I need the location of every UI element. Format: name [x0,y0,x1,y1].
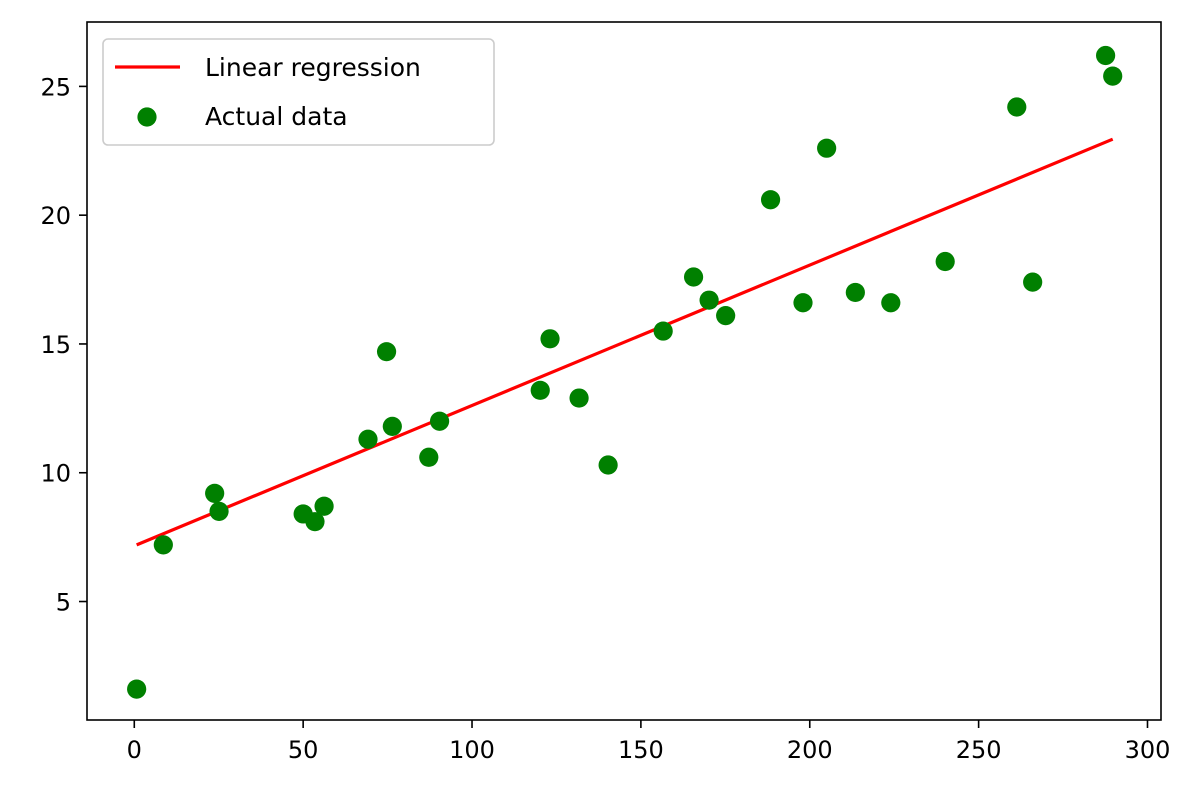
x-tick-label: 250 [956,736,1002,764]
data-point [817,138,837,158]
legend-box [102,38,495,146]
x-tick-label: 100 [449,736,495,764]
data-point [935,251,955,272]
data-point [209,501,229,521]
x-tick-label: 300 [1125,736,1171,764]
data-point [358,429,378,449]
data-point [127,679,147,699]
data-point [1007,97,1027,117]
x-tick-label: 150 [618,736,664,764]
legend: Linear regression Actual data [102,38,495,146]
data-point [419,447,439,467]
data-point [376,342,397,362]
data-point [314,496,334,516]
data-point [429,411,450,431]
data-point [1103,66,1123,86]
legend-marker-swatch [137,107,157,127]
legend-label-regression: Linear regression [205,53,421,82]
x-tick-label: 50 [288,736,319,764]
y-tick-label: 15 [40,331,71,359]
series-layer [127,45,1123,699]
data-point [716,306,736,326]
data-point [540,329,560,349]
y-tick-label: 25 [40,73,71,101]
x-tick-label: 200 [787,736,833,764]
data-point [881,293,901,313]
data-point [793,293,813,313]
x-tick-label: 0 [127,736,142,764]
data-point [1096,45,1116,66]
x-axis: 0 50 100 150 200 250 300 [127,720,1171,764]
y-tick-label: 10 [40,460,71,488]
data-point [598,455,618,475]
regression-line [136,137,1114,547]
data-point [1023,272,1043,292]
data-point [760,190,781,210]
y-tick-label: 5 [56,589,71,617]
data-point [153,535,173,555]
data-point [699,290,719,310]
data-point [569,388,589,408]
data-point [205,483,225,503]
data-point [683,267,704,287]
data-point [382,416,402,436]
data-point [305,512,325,532]
data-point [653,321,673,341]
y-tick-label: 20 [40,202,71,230]
data-point [530,380,550,400]
data-point [845,282,865,303]
legend-label-actual: Actual data [205,102,348,131]
y-axis: 5 10 15 20 25 [40,73,87,617]
